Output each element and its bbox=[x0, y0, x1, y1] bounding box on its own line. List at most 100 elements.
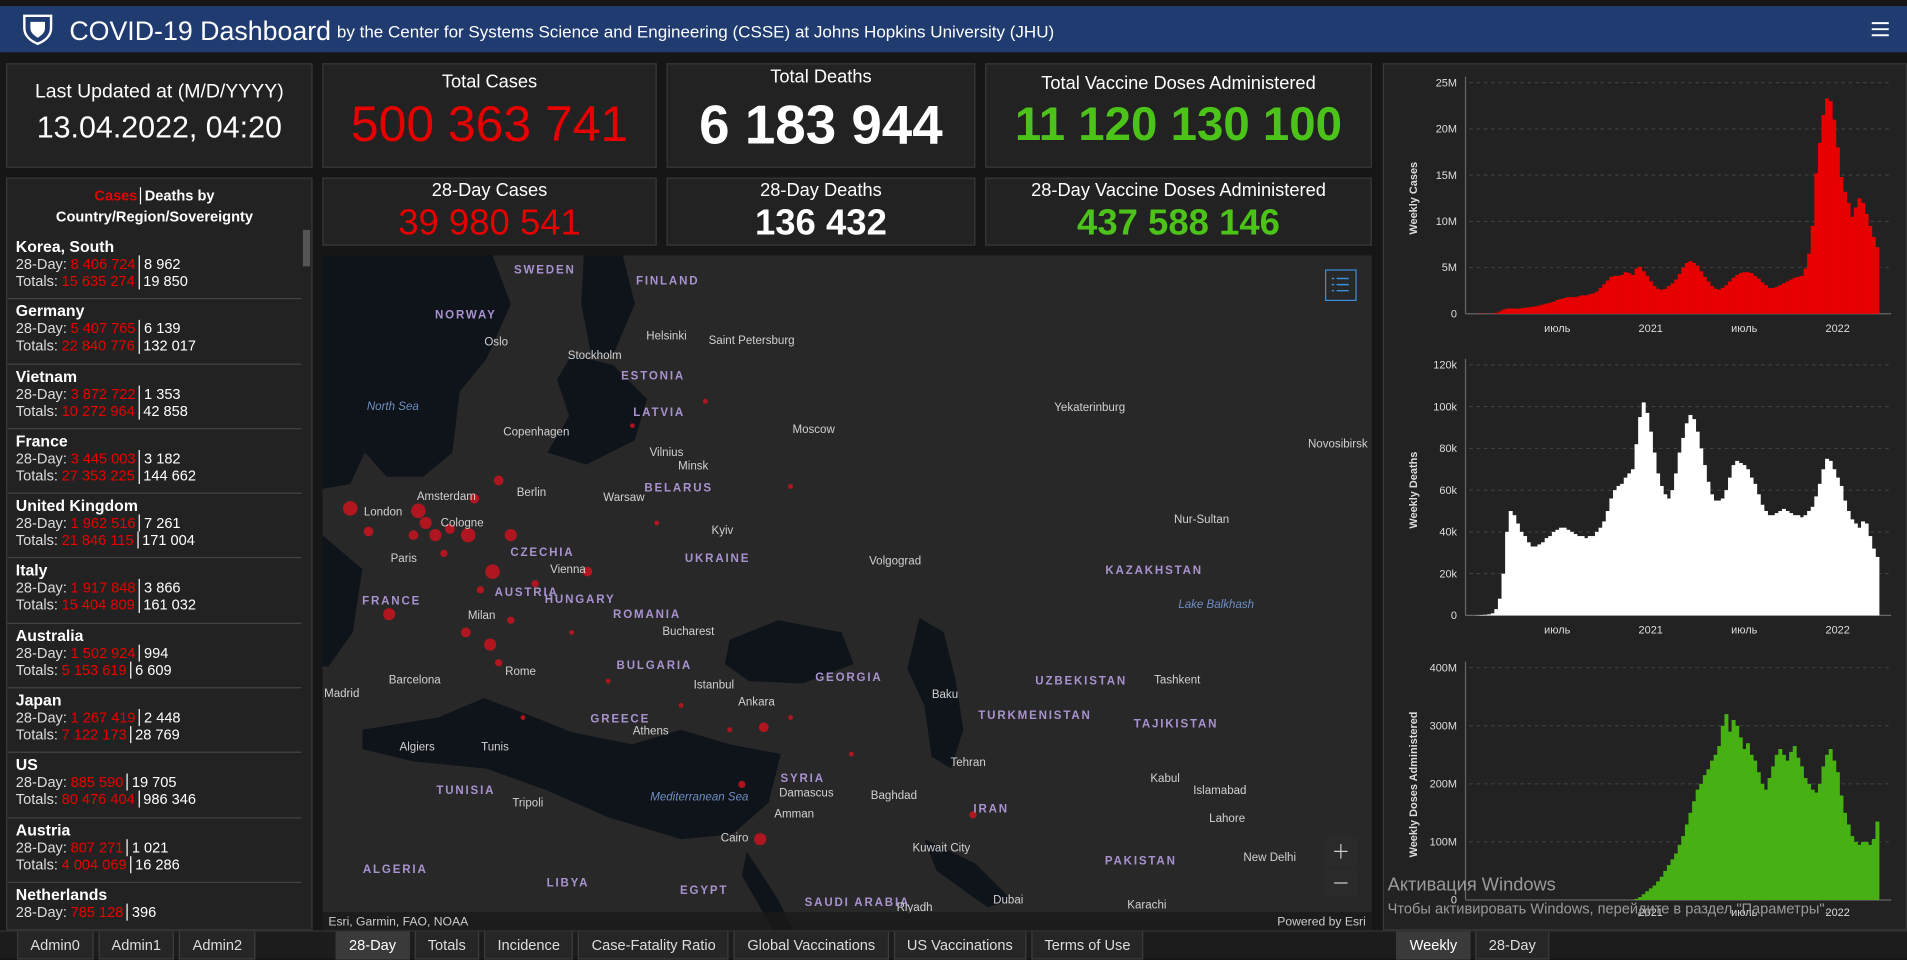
bar[interactable] bbox=[1811, 507, 1815, 616]
bar[interactable] bbox=[1757, 494, 1761, 615]
bar[interactable] bbox=[1789, 752, 1793, 900]
bar[interactable] bbox=[1656, 473, 1660, 615]
bar[interactable] bbox=[1861, 521, 1865, 615]
bar[interactable] bbox=[1534, 306, 1538, 313]
bar[interactable] bbox=[1764, 285, 1768, 314]
bar[interactable] bbox=[1822, 766, 1826, 900]
map-bubble[interactable] bbox=[788, 484, 793, 489]
bar[interactable] bbox=[1850, 217, 1854, 314]
bar[interactable] bbox=[1505, 309, 1509, 314]
menu-button[interactable] bbox=[1871, 21, 1890, 38]
scrollbar[interactable] bbox=[303, 230, 310, 266]
bar[interactable] bbox=[1667, 286, 1671, 314]
bar[interactable] bbox=[1714, 501, 1718, 616]
bar[interactable] bbox=[1710, 494, 1714, 615]
bar[interactable] bbox=[1836, 478, 1840, 616]
bar[interactable] bbox=[1782, 755, 1786, 900]
bar[interactable] bbox=[1768, 778, 1772, 900]
bar[interactable] bbox=[1710, 286, 1714, 314]
bar[interactable] bbox=[1843, 813, 1847, 900]
tab[interactable]: Terms of Use bbox=[1031, 932, 1144, 960]
bar[interactable] bbox=[1832, 469, 1836, 615]
bar[interactable] bbox=[1804, 778, 1808, 900]
map-bubble[interactable] bbox=[569, 630, 574, 635]
bar[interactable] bbox=[1678, 274, 1682, 314]
bar[interactable] bbox=[1775, 755, 1779, 900]
bar[interactable] bbox=[1721, 726, 1725, 900]
bar[interactable] bbox=[1832, 120, 1836, 314]
bar[interactable] bbox=[1786, 511, 1790, 615]
bar[interactable] bbox=[1685, 423, 1689, 615]
bar[interactable] bbox=[1825, 459, 1829, 616]
bar[interactable] bbox=[1606, 281, 1610, 314]
bar[interactable] bbox=[1829, 461, 1833, 615]
bar[interactable] bbox=[1516, 309, 1520, 314]
map-bubble[interactable] bbox=[849, 752, 854, 757]
bar[interactable] bbox=[1581, 536, 1585, 615]
bar[interactable] bbox=[1685, 824, 1689, 899]
bar[interactable] bbox=[1775, 287, 1779, 314]
bar[interactable] bbox=[1724, 490, 1728, 615]
bar[interactable] bbox=[1793, 746, 1797, 900]
bar[interactable] bbox=[1577, 296, 1581, 314]
bar[interactable] bbox=[1645, 891, 1649, 900]
bar[interactable] bbox=[1760, 282, 1764, 313]
map-bubble[interactable] bbox=[759, 722, 769, 732]
bar[interactable] bbox=[1595, 532, 1599, 616]
bar[interactable] bbox=[1793, 278, 1797, 314]
bar[interactable] bbox=[1555, 530, 1559, 616]
bar[interactable] bbox=[1728, 732, 1732, 900]
bar[interactable] bbox=[1534, 546, 1538, 615]
bar[interactable] bbox=[1850, 519, 1854, 615]
bar[interactable] bbox=[1602, 284, 1606, 314]
bar[interactable] bbox=[1721, 288, 1725, 314]
map-bubble[interactable] bbox=[521, 715, 526, 720]
bar[interactable] bbox=[1523, 308, 1527, 314]
bar[interactable] bbox=[1872, 549, 1876, 616]
tab[interactable]: Incidence bbox=[484, 932, 573, 960]
map-bubble[interactable] bbox=[409, 530, 419, 540]
bar[interactable] bbox=[1613, 490, 1617, 615]
bar[interactable] bbox=[1520, 532, 1524, 616]
bar[interactable] bbox=[1724, 285, 1728, 314]
bar[interactable] bbox=[1875, 247, 1879, 314]
bar[interactable] bbox=[1775, 513, 1779, 615]
bar[interactable] bbox=[1502, 310, 1506, 314]
bar[interactable] bbox=[1800, 766, 1804, 900]
bar[interactable] bbox=[1818, 143, 1822, 314]
bar[interactable] bbox=[1502, 574, 1506, 616]
bar[interactable] bbox=[1624, 478, 1628, 616]
tab[interactable]: Case-Fatality Ratio bbox=[578, 932, 729, 960]
bar[interactable] bbox=[1656, 881, 1660, 900]
bar[interactable] bbox=[1717, 501, 1721, 616]
bar[interactable] bbox=[1667, 865, 1671, 900]
bar[interactable] bbox=[1494, 313, 1498, 314]
bar[interactable] bbox=[1620, 275, 1624, 314]
bar[interactable] bbox=[1631, 275, 1635, 314]
bar[interactable] bbox=[1591, 293, 1595, 313]
bar[interactable] bbox=[1832, 761, 1836, 900]
bar[interactable] bbox=[1804, 515, 1808, 615]
bar[interactable] bbox=[1537, 544, 1541, 615]
bar[interactable] bbox=[1822, 469, 1826, 615]
bar[interactable] bbox=[1563, 298, 1567, 314]
bar[interactable] bbox=[1688, 415, 1692, 615]
bar[interactable] bbox=[1570, 532, 1574, 616]
map-bubble[interactable] bbox=[343, 501, 358, 516]
bar[interactable] bbox=[1753, 276, 1757, 314]
map-bubble[interactable] bbox=[364, 527, 374, 537]
bar[interactable] bbox=[1649, 888, 1653, 900]
bar[interactable] bbox=[1548, 536, 1552, 615]
bar[interactable] bbox=[1527, 307, 1531, 313]
map-bubble[interactable] bbox=[727, 727, 732, 732]
bar[interactable] bbox=[1573, 297, 1577, 314]
bar[interactable] bbox=[1854, 207, 1858, 313]
bar[interactable] bbox=[1566, 530, 1570, 616]
bar[interactable] bbox=[1717, 746, 1721, 900]
bar[interactable] bbox=[1671, 490, 1675, 615]
bar[interactable] bbox=[1681, 268, 1685, 314]
bar[interactable] bbox=[1645, 276, 1649, 314]
bar[interactable] bbox=[1800, 276, 1804, 314]
bar[interactable] bbox=[1746, 272, 1750, 314]
